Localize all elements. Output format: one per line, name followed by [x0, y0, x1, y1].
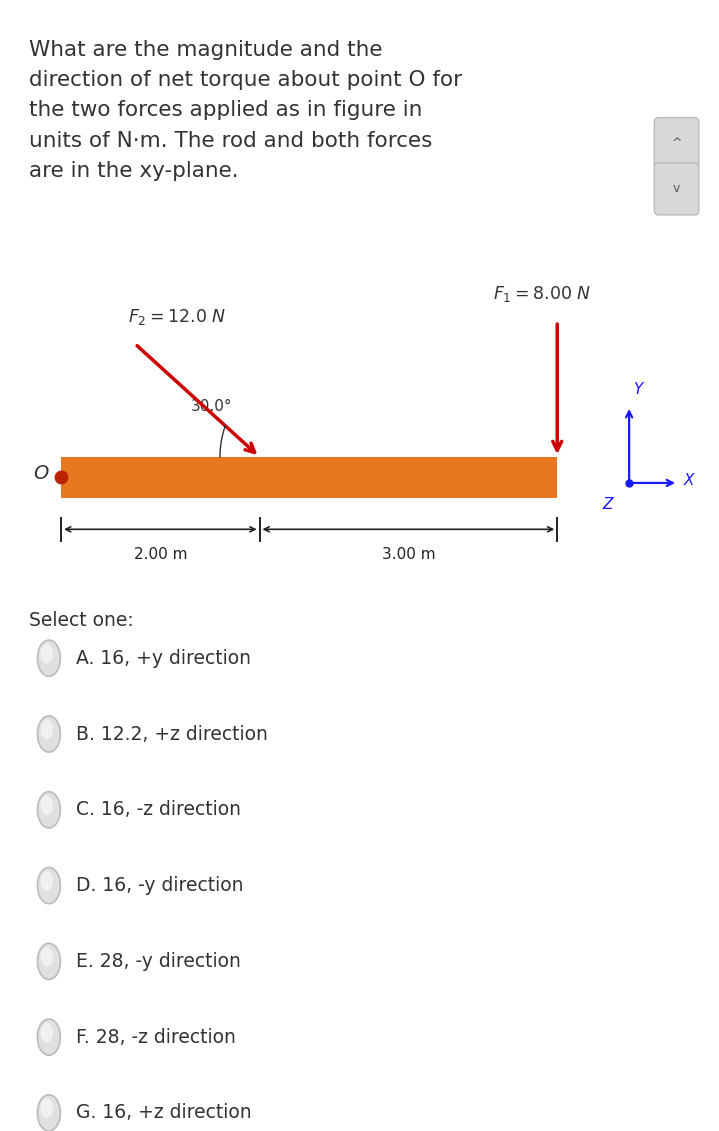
FancyBboxPatch shape: [61, 457, 557, 498]
Text: E. 28, -y direction: E. 28, -y direction: [76, 952, 241, 970]
Text: 2.00 m: 2.00 m: [134, 547, 187, 562]
Text: Y: Y: [633, 382, 642, 397]
Text: $F_2 = 12.0$ N: $F_2 = 12.0$ N: [128, 307, 226, 327]
FancyBboxPatch shape: [654, 163, 699, 215]
Text: Z: Z: [603, 497, 613, 511]
Circle shape: [37, 640, 60, 676]
Text: X: X: [684, 473, 695, 489]
Text: B. 12.2, +z direction: B. 12.2, +z direction: [76, 725, 268, 743]
Circle shape: [37, 1019, 60, 1055]
Text: 3.00 m: 3.00 m: [382, 547, 435, 562]
Text: C. 16, -z direction: C. 16, -z direction: [76, 801, 241, 819]
Circle shape: [37, 943, 60, 979]
Text: $F_1 = 8.00$ N: $F_1 = 8.00$ N: [493, 284, 591, 304]
Circle shape: [37, 867, 60, 904]
Text: Select one:: Select one:: [29, 611, 134, 630]
Text: ^: ^: [672, 137, 682, 150]
Text: 30.0°: 30.0°: [191, 399, 233, 414]
Text: D. 16, -y direction: D. 16, -y direction: [76, 877, 244, 895]
Circle shape: [40, 1022, 53, 1043]
Circle shape: [37, 1095, 60, 1131]
Circle shape: [40, 719, 53, 740]
Text: v: v: [673, 182, 680, 196]
Circle shape: [40, 947, 53, 967]
Text: F. 28, -z direction: F. 28, -z direction: [76, 1028, 236, 1046]
Circle shape: [40, 795, 53, 815]
FancyBboxPatch shape: [654, 118, 699, 170]
Circle shape: [37, 792, 60, 828]
Text: O: O: [33, 465, 48, 483]
Circle shape: [40, 1098, 53, 1119]
Text: G. 16, +z direction: G. 16, +z direction: [76, 1104, 252, 1122]
Text: A. 16, +y direction: A. 16, +y direction: [76, 649, 251, 667]
Text: What are the magnitude and the
direction of net torque about point O for
the two: What are the magnitude and the direction…: [29, 40, 462, 181]
Circle shape: [37, 716, 60, 752]
Circle shape: [40, 644, 53, 664]
Circle shape: [40, 871, 53, 891]
